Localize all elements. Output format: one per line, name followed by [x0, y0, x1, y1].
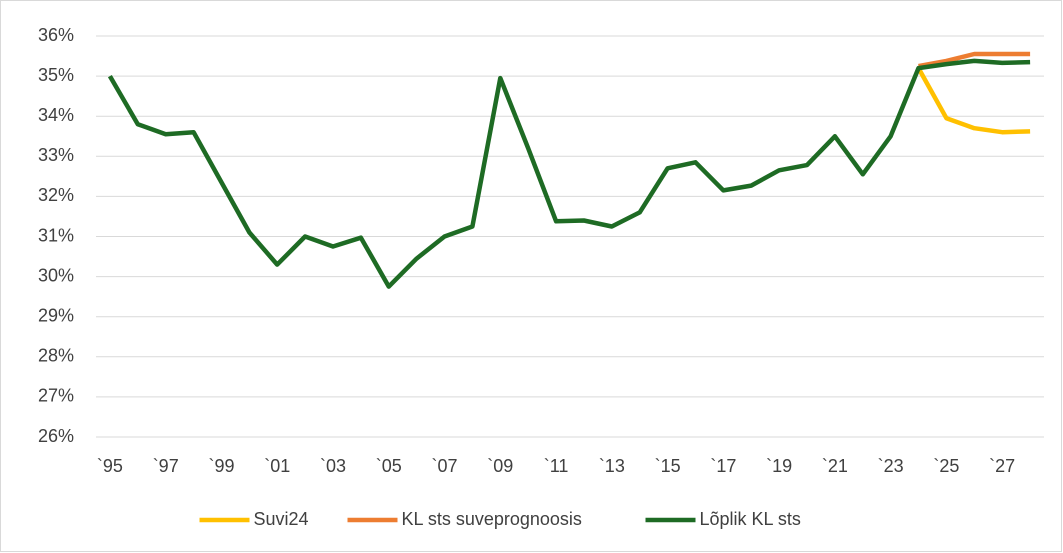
y-tick-label: 35%: [38, 65, 74, 85]
x-tick-label: `05: [376, 456, 402, 476]
x-tick-label: `09: [487, 456, 513, 476]
legend-label: Suvi24: [254, 509, 309, 529]
x-tick-label: `13: [599, 456, 625, 476]
y-tick-label: 30%: [38, 265, 74, 285]
x-tick-label: `11: [544, 456, 569, 476]
x-tick-label: `03: [320, 456, 346, 476]
x-tick-label: `17: [710, 456, 736, 476]
x-tick-label: `07: [432, 456, 458, 476]
x-tick-label: `97: [153, 456, 179, 476]
y-tick-label: 26%: [38, 426, 74, 446]
series-line: [916, 67, 1031, 135]
x-tick-label: `19: [766, 456, 792, 476]
x-tick-label: `01: [264, 456, 290, 476]
x-tick-label: `95: [97, 456, 123, 476]
y-tick-label: 29%: [38, 305, 74, 325]
y-tick-label: 32%: [38, 185, 74, 205]
series-line: [918, 51, 1031, 69]
y-tick-label: 27%: [38, 386, 74, 406]
x-tick-label: `99: [208, 456, 234, 476]
x-tick-label: `15: [655, 456, 681, 476]
legend-label: KL sts suveprognoosis: [402, 509, 582, 529]
y-tick-label: 34%: [38, 105, 74, 125]
x-tick-label: `23: [878, 456, 904, 476]
x-tick-label: `25: [933, 456, 959, 476]
y-tick-label: 36%: [38, 25, 74, 45]
x-tick-label: `27: [989, 456, 1015, 476]
y-tick-label: 33%: [38, 145, 74, 165]
series-line: [107, 58, 1031, 289]
x-tick-label: `21: [822, 456, 848, 476]
y-tick-label: 28%: [38, 346, 74, 366]
y-tick-label: 31%: [38, 225, 74, 245]
legend-label: Lõplik KL sts: [700, 509, 801, 529]
